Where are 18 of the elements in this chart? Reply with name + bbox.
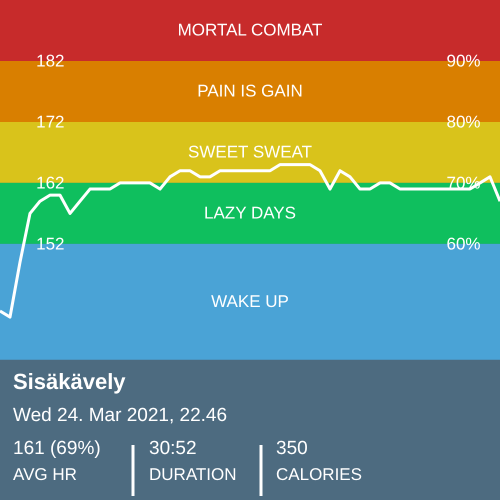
band-label: MORTAL COMBAT xyxy=(178,20,322,40)
band-label: WAKE UP xyxy=(211,292,289,311)
annotation: DURATION xyxy=(149,465,237,484)
annotation: 161 (69%) xyxy=(13,438,101,459)
y2-tick-label: 90% xyxy=(446,51,481,70)
text: Sisäkävely xyxy=(13,369,126,394)
annotation: AVG HR xyxy=(13,465,77,484)
text: Wed 24. Mar 2021, 22.46 xyxy=(13,405,228,426)
band-label: PAIN IS GAIN xyxy=(197,81,303,100)
y-tick-label: 182 xyxy=(36,51,64,70)
y-tick-label: 172 xyxy=(36,112,64,132)
band-label: LAZY DAYS xyxy=(204,203,296,222)
annotation: 30:52 xyxy=(149,438,197,459)
annotation: CALORIES xyxy=(276,465,362,484)
y2-tick-label: 80% xyxy=(446,112,481,132)
band-label: SWEET SWEAT xyxy=(188,142,312,162)
annotation: 350 xyxy=(276,438,308,459)
line-series xyxy=(0,163,500,319)
